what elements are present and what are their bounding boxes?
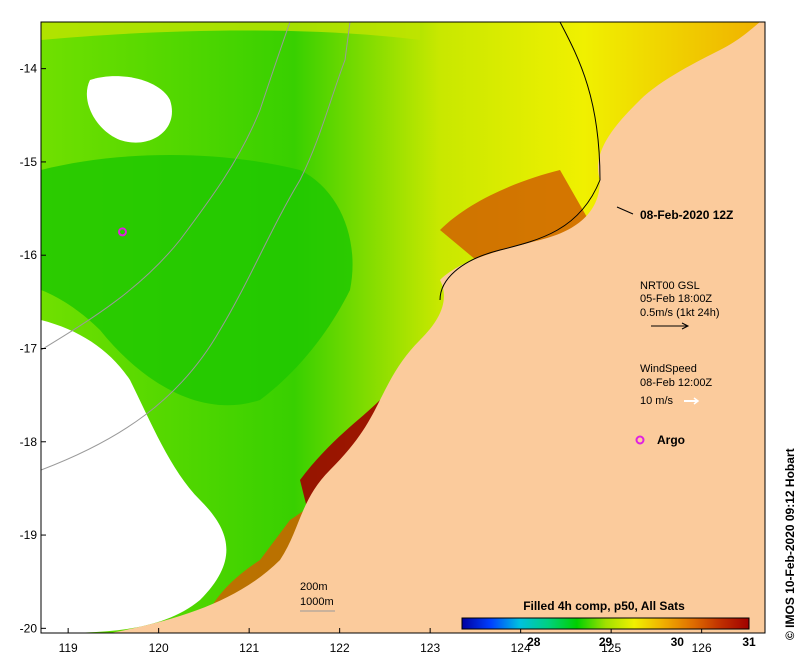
lon-tick-label: 125	[601, 641, 621, 655]
argo-legend-icon	[635, 435, 645, 445]
lon-tick-label: 126	[692, 641, 712, 655]
lon-tick-label: 123	[420, 641, 440, 655]
land-mass	[110, 22, 765, 633]
wind-legend-time: 08-Feb 12:00Z	[640, 377, 712, 389]
imos-credit: © IMOS 10-Feb-2020 09:12 Hobart	[783, 448, 797, 640]
colorbar-tick-label: 30	[671, 635, 685, 649]
argo-float-marker	[117, 227, 127, 237]
map-plot-area	[41, 22, 765, 633]
lat-tick-label: -20	[20, 621, 38, 635]
colorbar-tick-label: 31	[742, 635, 756, 649]
date-label: 08-Feb-2020 12Z	[640, 208, 733, 222]
lon-tick-label: 124	[511, 641, 531, 655]
lat-tick-label: -19	[20, 528, 38, 542]
current-legend-title: NRT00 GSL	[640, 280, 700, 292]
sst-warm-band	[200, 170, 600, 633]
map-frame	[40, 21, 766, 634]
argo-legend-label: Argo	[657, 433, 685, 447]
current-legend-time: 05-Feb 18:00Z	[640, 293, 712, 305]
lon-tick-label: 122	[330, 641, 350, 655]
lon-axis: 119 120 121 122 123 124 125 126	[59, 628, 712, 655]
depth-contour-1000m	[41, 22, 291, 351]
lat-tick-label: -14	[20, 62, 38, 76]
current-legend-scale: 0.5m/s (1kt 24h)	[640, 307, 719, 319]
depth-label-200m: 200m	[300, 581, 328, 593]
colorbar	[461, 617, 750, 630]
colorbar-tick-label: 29	[599, 635, 613, 649]
lon-tick-label: 121	[239, 641, 259, 655]
colorbar-tick-label: 28	[527, 635, 541, 649]
lon-tick-label: 120	[149, 641, 169, 655]
date-pointer	[616, 206, 634, 215]
wind-legend-title: WindSpeed	[640, 363, 697, 375]
current-scale-arrow	[651, 322, 690, 330]
lat-axis: -14 -15 -16 -17 -18 -19 -20	[20, 62, 46, 635]
cloud-gap-south	[41, 320, 227, 633]
wind-legend-scale: 10 m/s	[640, 395, 674, 407]
lat-tick-label: -17	[20, 341, 38, 355]
depth-contour-200m	[41, 22, 351, 471]
lat-tick-label: -15	[20, 155, 38, 169]
coastline	[439, 22, 601, 301]
lat-tick-label: -16	[20, 248, 38, 262]
cloud-gap-north	[86, 76, 172, 143]
colorbar-title: Filled 4h comp, p50, All Sats	[523, 599, 685, 613]
depth-label-1000m: 1000m	[300, 596, 334, 608]
wind-scale-arrow	[684, 397, 700, 405]
lon-tick-label: 119	[59, 641, 78, 655]
colorbar-ticks: 28 29 30 31	[527, 635, 756, 649]
sst-cool-core	[41, 155, 353, 406]
lat-tick-label: -18	[20, 435, 38, 449]
